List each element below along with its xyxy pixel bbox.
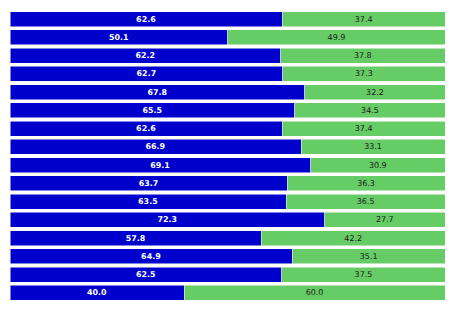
svg-text:64.9: 64.9 bbox=[141, 252, 161, 261]
svg-text:50.1: 50.1 bbox=[109, 33, 129, 42]
svg-text:33.1: 33.1 bbox=[364, 142, 382, 151]
svg-text:36.5: 36.5 bbox=[357, 197, 375, 206]
svg-text:63.5: 63.5 bbox=[138, 197, 158, 206]
svg-text:66.9: 66.9 bbox=[145, 142, 165, 151]
svg-text:60.0: 60.0 bbox=[306, 288, 324, 297]
svg-text:62.6: 62.6 bbox=[136, 124, 156, 133]
svg-text:40.0: 40.0 bbox=[87, 288, 107, 297]
svg-text:62.6: 62.6 bbox=[136, 15, 156, 24]
svg-text:49.9: 49.9 bbox=[328, 33, 346, 42]
svg-text:62.7: 62.7 bbox=[137, 69, 157, 78]
svg-text:72.3: 72.3 bbox=[157, 215, 177, 224]
svg-text:57.8: 57.8 bbox=[126, 234, 146, 243]
svg-text:67.8: 67.8 bbox=[147, 88, 167, 97]
svg-text:34.5: 34.5 bbox=[361, 106, 379, 115]
svg-text:62.5: 62.5 bbox=[136, 270, 156, 279]
svg-text:32.2: 32.2 bbox=[366, 88, 384, 97]
svg-text:27.7: 27.7 bbox=[376, 215, 394, 224]
svg-text:37.5: 37.5 bbox=[355, 270, 373, 279]
svg-text:42.2: 42.2 bbox=[344, 234, 362, 243]
svg-text:37.4: 37.4 bbox=[355, 124, 373, 133]
svg-text:37.3: 37.3 bbox=[355, 69, 373, 78]
svg-text:30.9: 30.9 bbox=[369, 161, 387, 170]
svg-text:35.1: 35.1 bbox=[360, 252, 378, 261]
svg-text:65.5: 65.5 bbox=[142, 106, 162, 115]
svg-text:36.3: 36.3 bbox=[357, 179, 375, 188]
svg-text:69.1: 69.1 bbox=[150, 161, 170, 170]
svg-text:37.8: 37.8 bbox=[354, 51, 372, 60]
svg-text:63.7: 63.7 bbox=[139, 179, 159, 188]
svg-text:37.4: 37.4 bbox=[355, 15, 373, 24]
svg-text:62.2: 62.2 bbox=[135, 51, 155, 60]
